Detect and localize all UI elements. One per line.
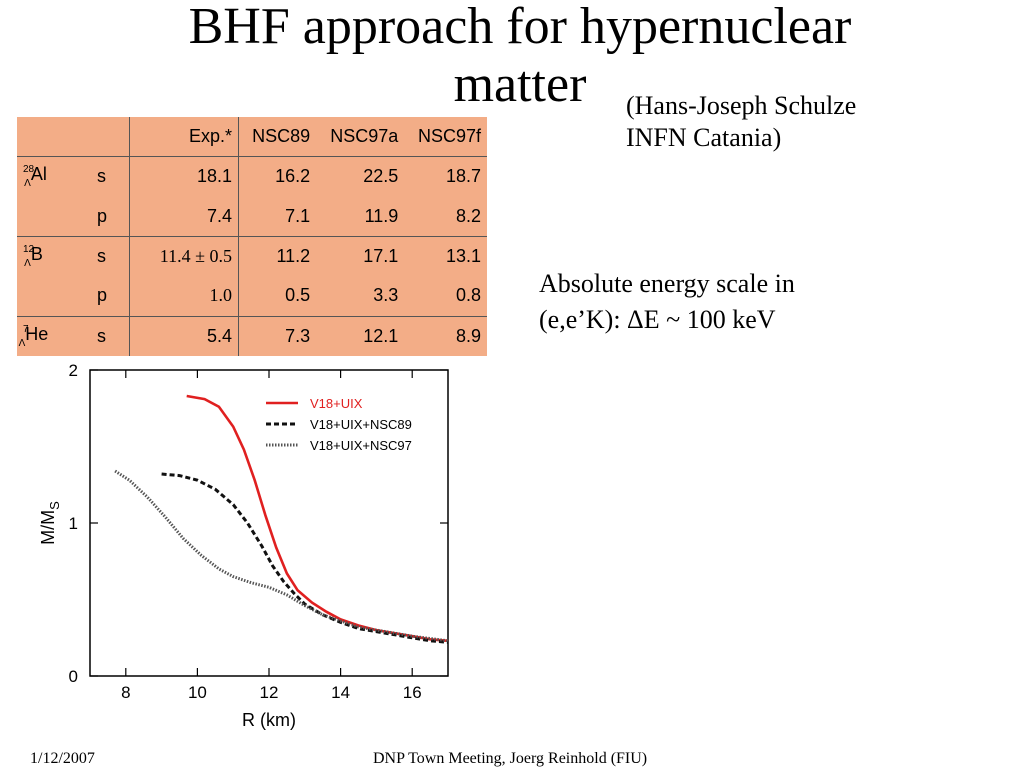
table-row: p 7.4 7.1 11.9 8.2 [17,196,487,237]
header-cell: NSC97f [404,117,487,158]
exp-cell: 11.4 ± 0.5 [129,236,239,277]
nsc89-cell: 7.3 [285,325,311,346]
level-cell: s [91,316,130,356]
footer-center: DNP Town Meeting, Joerg Reinhold (FIU) [373,750,648,767]
y-tick-label: 0 [69,667,78,686]
credit-line-2: INFN Catania) [626,123,782,152]
x-tick-label: 8 [121,683,130,702]
level-cell: s [91,236,130,277]
title-line-2: matter [453,56,587,113]
table-row: 7ΛHe s 5.4 7.3 12.1 8.9 [17,316,487,356]
x-tick-label: 16 [403,683,422,702]
series-line-1 [186,394,449,643]
nucleus-cell: 7ΛHe [18,323,49,349]
hypernuclei-table: Exp.* NSC89 NSC97a NSC97f 28ΛAl s 18.1 1… [17,117,487,356]
nsc97f-cell: 8.9 [455,325,481,346]
legend-label: V18+UIX [310,396,363,411]
x-tick-label: 10 [188,683,207,702]
legend-label: V18+UIX+NSC97 [310,438,412,453]
nsc89-cell: 16.2 [275,166,311,187]
nucleus-cell: 12ΛB [23,244,43,270]
table-row: 12ΛB s 11.4 ± 0.5 11.2 17.1 13.1 [17,236,487,277]
note-line-2: (e,e’K): ΔE ~ 100 keV [539,305,776,334]
legend-label: V18+UIX+NSC89 [310,417,412,432]
exp-cell: 18.1 [129,156,239,197]
nsc97f-cell: 0.8 [404,276,487,317]
nsc97a-cell: 3.3 [316,276,405,317]
footer-date: 1/12/2007 [30,750,95,767]
x-tick-label: 14 [331,683,350,702]
nsc89-cell: 7.1 [238,196,317,237]
mass-radius-chart: 8 10 12 14 16 0 1 2 V18+UIX V18+UIX+NSC89 V18+UIX… [38,361,460,734]
nsc97a-cell: 12.1 [363,325,399,346]
header-cell [17,117,91,158]
series-line-2 [161,472,449,644]
nucleus-cell: 28ΛAl [23,164,47,190]
table-header-row: Exp.* NSC89 NSC97a NSC97f [17,117,487,158]
table-row: 28ΛAl s 18.1 16.2 22.5 18.7 [17,156,487,197]
nucleus-cell [17,276,91,317]
exp-cell: 1.0 [129,276,239,317]
y-tick-label: 2 [69,362,78,380]
header-cell: NSC89 [238,117,317,158]
nucleus-cell [17,196,91,237]
nsc97a-cell: 17.1 [363,246,399,267]
y-tick-label: 1 [69,514,78,533]
nsc89-cell: 11.2 [276,246,311,267]
exp-cell: 5.4 [129,316,239,356]
exp-cell: 7.4 [129,196,239,237]
x-tick-label: 12 [260,683,279,702]
x-axis-label: R (km) [242,710,296,730]
nsc97f-cell: 13.1 [445,246,481,267]
title-line-1: BHF approach for hypernuclear [188,0,852,55]
nsc97a-cell: 11.9 [316,196,405,237]
nsc97f-cell: 8.2 [404,196,487,237]
level-cell: p [91,276,130,317]
energy-scale-note: Absolute energy scale in (e,e’K): ΔE ~ 1… [539,266,795,338]
nsc89-cell: 0.5 [238,276,317,317]
level-cell: p [91,196,130,237]
header-cell: Exp.* [129,117,239,158]
slide-title: BHF approach for hypernuclear matter [0,0,1024,114]
credit-line-1: (Hans-Joseph Schulze [626,91,857,120]
credit-text: (Hans-Joseph Schulze INFN Catania) [626,90,856,154]
level-cell: s [91,156,130,197]
table-row: p 1.0 0.5 3.3 0.8 [17,276,487,317]
header-cell: NSC97a [316,117,405,158]
nsc97f-cell: 18.7 [445,166,481,187]
series-line-3 [114,469,449,643]
header-cell [91,117,130,158]
note-line-1: Absolute energy scale in [539,269,795,298]
nsc97a-cell: 22.5 [363,166,399,187]
y-axis-label: M/MS [40,501,62,545]
